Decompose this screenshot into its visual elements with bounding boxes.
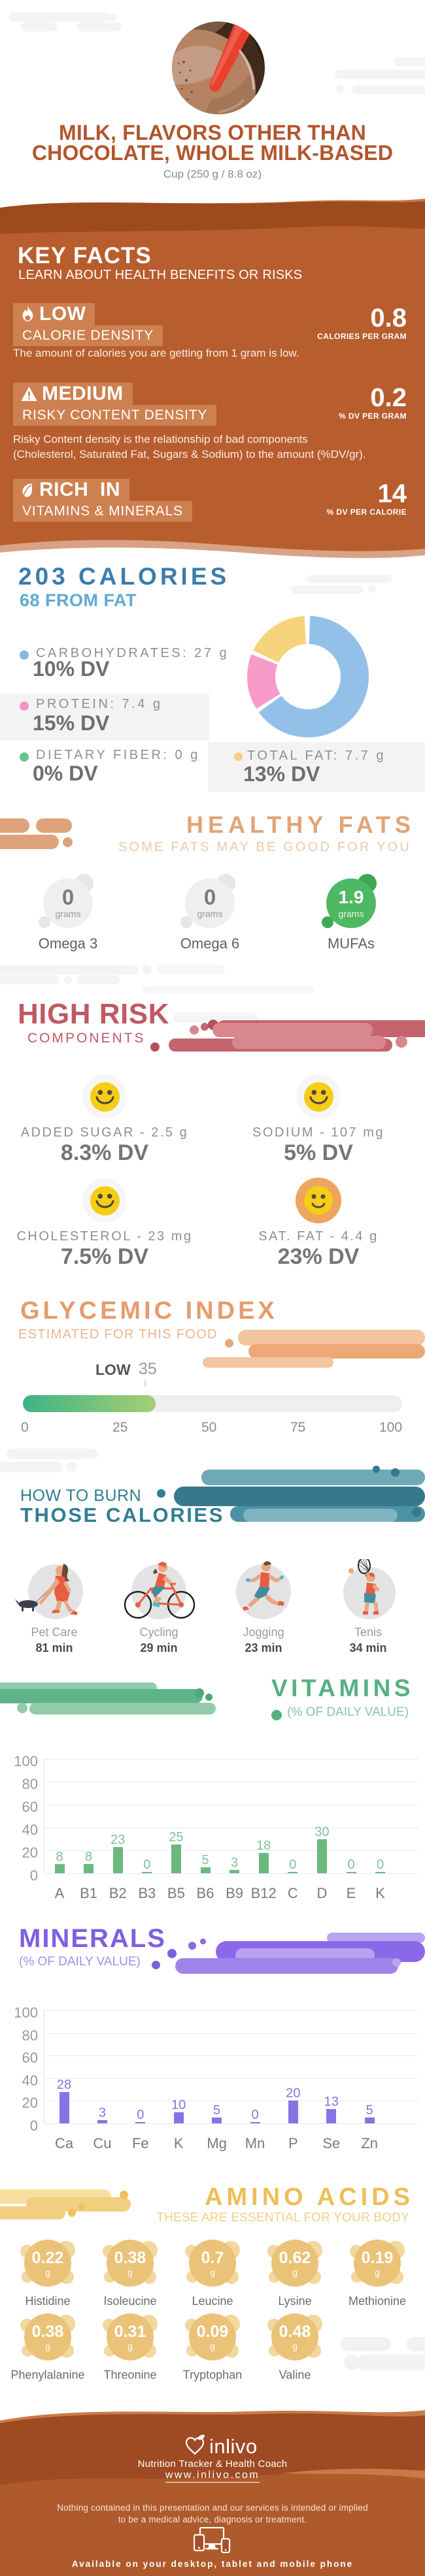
svg-text:inlivo: inlivo	[209, 2435, 258, 2458]
